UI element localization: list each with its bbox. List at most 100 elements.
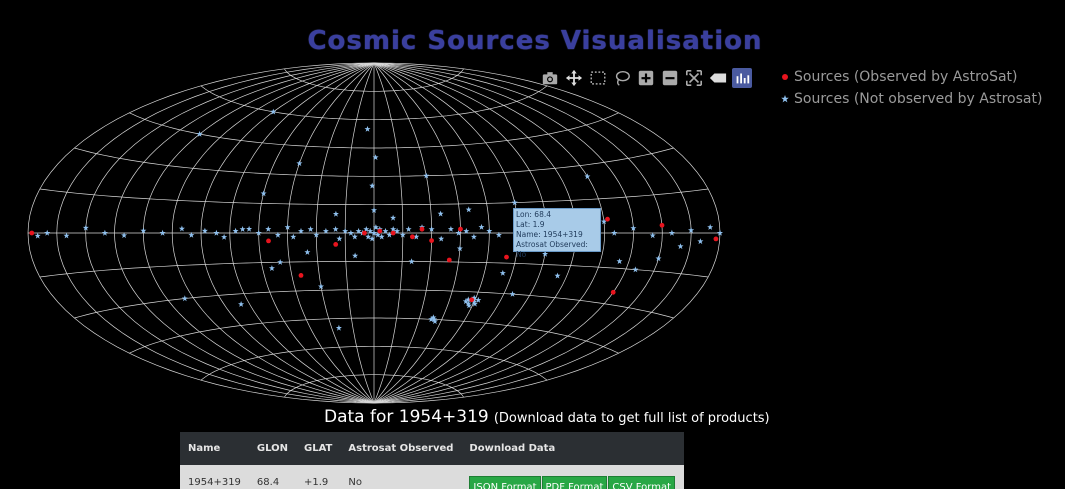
source-point-observed[interactable]: [390, 230, 396, 236]
source-point-not-observed[interactable]: [428, 226, 435, 232]
source-point-not-observed[interactable]: [707, 224, 714, 230]
source-point-not-observed[interactable]: [304, 249, 311, 255]
source-point-not-observed[interactable]: [495, 231, 502, 238]
source-point-not-observed[interactable]: [430, 314, 437, 321]
source-point-observed[interactable]: [298, 273, 304, 278]
source-point-not-observed[interactable]: [355, 227, 362, 234]
source-point-not-observed[interactable]: [290, 233, 297, 240]
source-point-not-observed[interactable]: [616, 258, 623, 264]
source-point-not-observed[interactable]: [394, 227, 401, 234]
source-point-not-observed[interactable]: [307, 226, 314, 232]
zoom-out-icon[interactable]: [660, 68, 680, 88]
source-point-not-observed[interactable]: [463, 227, 470, 234]
source-point-not-observed[interactable]: [332, 210, 339, 217]
source-point-observed[interactable]: [605, 216, 610, 222]
source-point-not-observed[interactable]: [82, 224, 89, 231]
source-point-observed[interactable]: [713, 236, 719, 242]
source-point-observed[interactable]: [429, 238, 434, 244]
source-point-not-observed[interactable]: [630, 225, 637, 231]
source-point-not-observed[interactable]: [462, 298, 469, 305]
source-point-not-observed[interactable]: [347, 229, 354, 236]
source-point-not-observed[interactable]: [378, 233, 385, 240]
source-point-not-observed[interactable]: [408, 258, 415, 265]
source-point-not-observed[interactable]: [255, 229, 262, 236]
source-point-not-observed[interactable]: [447, 225, 454, 232]
source-point-not-observed[interactable]: [367, 227, 374, 234]
source-point-not-observed[interactable]: [232, 227, 239, 234]
source-point-not-observed[interactable]: [390, 214, 397, 221]
source-point-not-observed[interactable]: [332, 226, 339, 232]
source-point-not-observed[interactable]: [465, 296, 472, 303]
source-point-observed[interactable]: [458, 226, 463, 232]
source-point-not-observed[interactable]: [213, 229, 220, 236]
source-point-not-observed[interactable]: [471, 300, 478, 307]
source-point-not-observed[interactable]: [386, 231, 393, 238]
source-point-observed[interactable]: [266, 238, 271, 244]
source-point-not-observed[interactable]: [296, 160, 303, 167]
zoom-in-icon[interactable]: [636, 68, 656, 88]
source-point-not-observed[interactable]: [542, 250, 549, 257]
source-point-not-observed[interactable]: [363, 226, 370, 232]
source-point-not-observed[interactable]: [101, 229, 108, 236]
source-point-not-observed[interactable]: [465, 206, 472, 213]
source-point-observed[interactable]: [659, 222, 665, 228]
source-point-not-observed[interactable]: [44, 229, 51, 236]
source-point-not-observed[interactable]: [238, 301, 245, 307]
source-point-not-observed[interactable]: [611, 229, 618, 236]
source-point-not-observed[interactable]: [584, 173, 591, 180]
csv-download-button[interactable]: CSV Format: [608, 475, 675, 489]
source-point-not-observed[interactable]: [239, 226, 246, 232]
source-point-not-observed[interactable]: [471, 294, 478, 301]
source-point-not-observed[interactable]: [601, 218, 607, 225]
source-point-not-observed[interactable]: [322, 227, 329, 234]
source-point-not-observed[interactable]: [265, 225, 272, 232]
source-point-not-observed[interactable]: [499, 269, 506, 276]
source-point-observed[interactable]: [29, 230, 35, 236]
data-points[interactable]: [29, 108, 723, 331]
source-point-observed[interactable]: [469, 297, 475, 303]
source-point-not-observed[interactable]: [34, 232, 41, 239]
source-point-not-observed[interactable]: [554, 272, 561, 279]
source-point-not-observed[interactable]: [181, 295, 188, 302]
source-point-not-observed[interactable]: [336, 235, 343, 242]
source-point-not-observed[interactable]: [405, 226, 412, 232]
source-point-not-observed[interactable]: [466, 302, 472, 309]
source-point-not-observed[interactable]: [274, 231, 281, 238]
source-point-not-observed[interactable]: [471, 298, 478, 305]
pan-icon[interactable]: [564, 68, 584, 88]
source-point-not-observed[interactable]: [372, 224, 379, 230]
source-point-not-observed[interactable]: [437, 210, 444, 217]
source-point-not-observed[interactable]: [372, 154, 379, 161]
source-point-not-observed[interactable]: [188, 231, 195, 238]
source-point-not-observed[interactable]: [470, 233, 477, 240]
source-point-not-observed[interactable]: [717, 229, 723, 236]
source-point-not-observed[interactable]: [465, 300, 472, 307]
plotly-logo-icon[interactable]: [732, 68, 752, 88]
source-point-not-observed[interactable]: [178, 225, 185, 232]
source-point-not-observed[interactable]: [351, 233, 358, 240]
box-select-icon[interactable]: [588, 68, 608, 88]
legend-item-not-observed[interactable]: Sources (Not observed by Astrosat): [778, 88, 1042, 110]
source-point-not-observed[interactable]: [369, 182, 376, 189]
source-point-not-observed[interactable]: [63, 232, 70, 239]
source-point-not-observed[interactable]: [649, 232, 656, 239]
source-point-observed[interactable]: [362, 230, 367, 236]
source-point-observed[interactable]: [504, 254, 509, 260]
source-point-not-observed[interactable]: [677, 243, 684, 250]
source-point-observed[interactable]: [610, 289, 616, 295]
source-point-not-observed[interactable]: [456, 245, 463, 252]
source-point-not-observed[interactable]: [364, 125, 371, 132]
source-point-not-observed[interactable]: [140, 227, 147, 234]
source-point-observed[interactable]: [410, 234, 415, 240]
source-point-not-observed[interactable]: [413, 233, 420, 240]
lasso-icon[interactable]: [612, 68, 632, 88]
camera-icon[interactable]: [540, 68, 560, 88]
source-point-not-observed[interactable]: [371, 229, 377, 236]
source-point-not-observed[interactable]: [390, 226, 397, 232]
source-point-not-observed[interactable]: [268, 265, 275, 271]
source-point-not-observed[interactable]: [478, 223, 485, 230]
source-point-not-observed[interactable]: [335, 324, 342, 331]
source-point-not-observed[interactable]: [342, 227, 349, 234]
reset-axes-icon[interactable]: [708, 68, 728, 88]
